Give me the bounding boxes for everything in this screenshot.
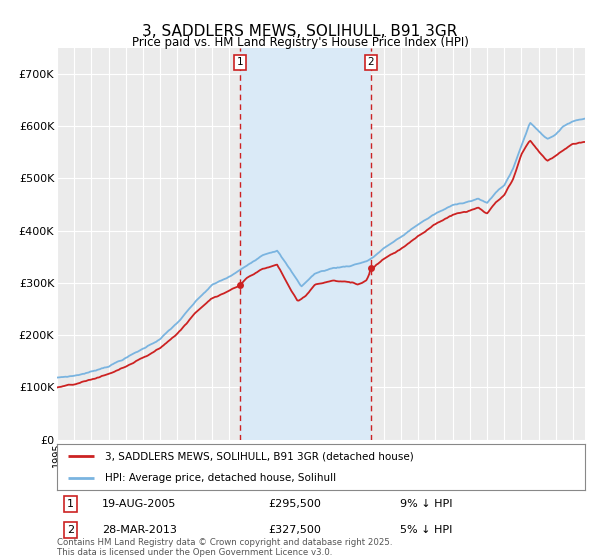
Text: £327,500: £327,500 bbox=[268, 525, 321, 535]
Text: Price paid vs. HM Land Registry's House Price Index (HPI): Price paid vs. HM Land Registry's House … bbox=[131, 36, 469, 49]
Text: 1: 1 bbox=[67, 498, 74, 508]
Bar bbox=[240, 48, 371, 440]
Text: 28-MAR-2013: 28-MAR-2013 bbox=[102, 525, 177, 535]
Text: 9% ↓ HPI: 9% ↓ HPI bbox=[400, 498, 453, 508]
Text: 5% ↓ HPI: 5% ↓ HPI bbox=[400, 525, 452, 535]
Text: 2: 2 bbox=[367, 58, 374, 67]
Text: Contains HM Land Registry data © Crown copyright and database right 2025.
This d: Contains HM Land Registry data © Crown c… bbox=[57, 538, 392, 557]
Text: £295,500: £295,500 bbox=[268, 498, 321, 508]
Text: 2: 2 bbox=[67, 525, 74, 535]
Text: 3, SADDLERS MEWS, SOLIHULL, B91 3GR: 3, SADDLERS MEWS, SOLIHULL, B91 3GR bbox=[142, 24, 458, 39]
Text: 19-AUG-2005: 19-AUG-2005 bbox=[102, 498, 176, 508]
Text: HPI: Average price, detached house, Solihull: HPI: Average price, detached house, Soli… bbox=[104, 473, 335, 483]
Text: 1: 1 bbox=[236, 58, 243, 67]
Text: 3, SADDLERS MEWS, SOLIHULL, B91 3GR (detached house): 3, SADDLERS MEWS, SOLIHULL, B91 3GR (det… bbox=[104, 451, 413, 461]
